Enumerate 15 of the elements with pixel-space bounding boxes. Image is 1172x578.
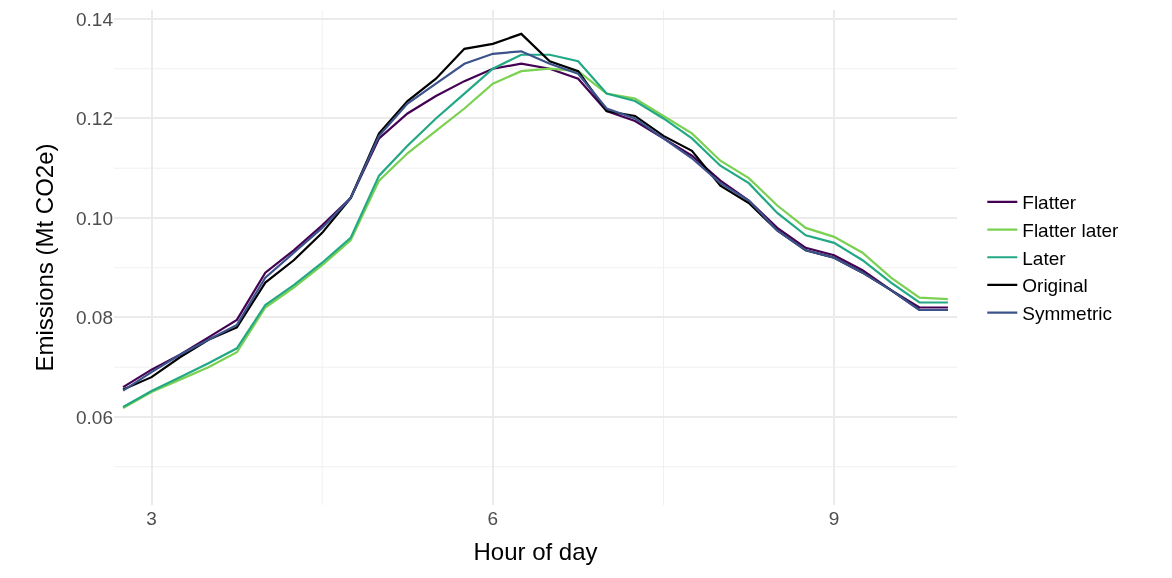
x-tick-label: 9 [828, 508, 840, 529]
y-axis-title: Emissions (Mt CO2e) [31, 143, 59, 372]
y-tick-label: 0.10 [76, 207, 113, 229]
legend-label: Flatter [1022, 192, 1077, 214]
y-tick-label: 0.08 [76, 307, 113, 329]
x-tick-label: 3 [146, 508, 157, 529]
y-tick-label: 0.14 [76, 8, 114, 30]
x-tick-label: 6 [487, 508, 499, 529]
y-tick-label: 0.06 [76, 406, 113, 428]
legend-label: Flatter later [1022, 219, 1120, 241]
legend-label: Original [1022, 275, 1088, 297]
legend-label: Later [1022, 247, 1067, 269]
x-axis-title: Hour of day [473, 538, 598, 566]
y-tick-label: 0.12 [76, 108, 113, 130]
legend-label: Symmetric [1022, 303, 1113, 325]
